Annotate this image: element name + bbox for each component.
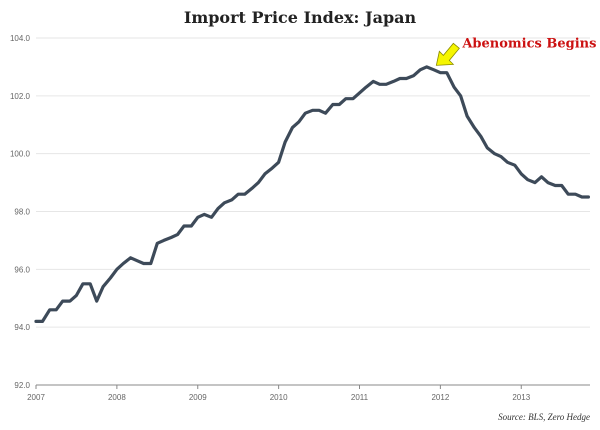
y-tick-label: 98.0 (14, 208, 30, 217)
x-tick-label: 2012 (431, 393, 449, 402)
annotation-group: Abenomics Begins (435, 36, 596, 66)
x-tick-label: 2013 (512, 393, 530, 402)
source-note: Source: BLS, Zero Hedge (498, 412, 590, 422)
y-tick-label: 96.0 (14, 265, 30, 274)
y-axis-ticks: 92.0 94.0 96.0 98.0 100.0 102.0 104.0 (10, 34, 31, 390)
y-tick-label: 100.0 (10, 150, 31, 159)
gridlines (36, 37, 590, 328)
x-tick-label: 2011 (351, 393, 369, 402)
annotation-label: Abenomics Begins (461, 36, 596, 51)
y-tick-label: 92.0 (14, 381, 30, 390)
x-tick-label: 2007 (27, 393, 45, 402)
y-tick-label: 104.0 (10, 34, 31, 43)
y-tick-label: 94.0 (14, 323, 30, 332)
annotation-arrow-icon (435, 42, 460, 66)
x-tick-label: 2008 (108, 393, 126, 402)
x-tick-label: 2010 (270, 393, 288, 402)
x-tick-label: 2009 (189, 393, 207, 402)
x-axis-ticks: 2007 2008 2009 2010 2011 2012 2013 (27, 385, 531, 402)
series-line (34, 65, 590, 323)
y-tick-label: 102.0 (10, 92, 31, 101)
chart-title: Import Price Index: Japan (183, 8, 417, 27)
